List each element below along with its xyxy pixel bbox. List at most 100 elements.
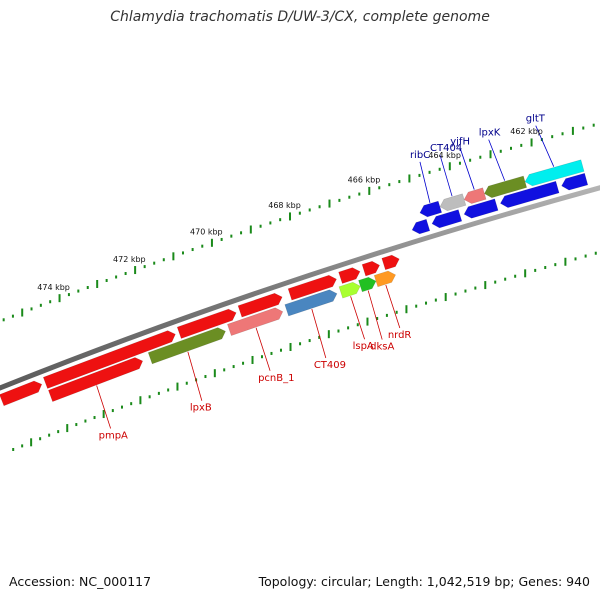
tick-mark-inner [167,388,170,392]
tick-mark-outer [308,208,311,212]
gene-label-lpxk: lpxK [479,128,501,139]
tick-mark-inner [376,316,379,320]
kbp-label: 472 kbp [113,255,146,264]
nrdr-gene[interactable] [373,270,397,288]
pmpa-gene[interactable] [48,357,144,402]
tick-mark-outer [143,265,146,269]
tick-mark-outer [58,294,61,303]
tick-mark-outer [458,161,461,165]
forward-gene[interactable] [499,180,560,208]
gene-label-pmpa: pmpA [99,430,128,441]
tick-mark-inner [594,251,597,255]
reverse-gene[interactable] [338,267,361,284]
gene-label-leader [419,161,431,203]
pcnb_1-gene[interactable] [227,307,284,336]
reverse-gene[interactable] [361,260,381,277]
tick-mark-inner [39,437,42,441]
kbp-label: 468 kbp [268,201,301,210]
tick-mark-inner [289,342,292,351]
tick-mark-outer [358,192,361,196]
tick-mark-outer [318,205,321,209]
tick-mark-inner [176,382,179,391]
tick-mark-inner [120,405,123,409]
tick-mark-inner [111,409,114,413]
lspa-gene[interactable] [338,281,361,299]
tick-mark-inner [30,438,33,447]
tick-mark-outer [240,231,243,235]
lpxb-gene[interactable] [147,327,226,365]
gene-label-ct404: CT404 [430,143,462,154]
kbp-label: 474 kbp [37,283,70,292]
tick-mark-inner [48,433,51,437]
tick-mark-inner [66,424,69,433]
gene-features [0,159,589,407]
reverse-gene[interactable] [42,330,176,389]
tick-mark-outer [298,211,301,215]
tick-mark-inner [251,355,254,364]
reverse-gene[interactable] [0,380,43,407]
lpxk-gene[interactable] [483,175,528,199]
tick-mark-outer [520,143,523,147]
gene-label-leader [535,125,555,167]
tick-mark-outer [551,135,554,139]
tick-mark-inner [337,329,340,333]
tick-mark-outer [230,234,233,238]
tick-mark-outer [162,258,165,262]
reverse-gene[interactable] [287,274,337,301]
tick-mark-outer [408,174,411,183]
tick-mark-outer [418,173,421,177]
tick-mark-inner [130,402,133,406]
dksa-gene[interactable] [358,276,377,293]
tick-mark-outer [448,162,451,171]
ct409-gene[interactable] [284,289,338,317]
forward-gene[interactable] [463,198,499,219]
tick-mark-inner [366,317,369,326]
tick-mark-outer [469,158,472,162]
tick-mark-outer [388,183,391,187]
ct404-gene[interactable] [439,193,467,212]
tick-mark-inner [494,280,497,284]
tick-mark-inner [157,391,160,395]
tick-mark-inner [242,361,245,365]
forward-gene[interactable] [561,172,589,191]
tick-mark-outer [134,266,137,275]
tick-mark-inner [270,351,273,355]
tick-mark-inner [584,254,587,258]
tick-mark-inner [308,339,311,343]
forward-gene[interactable] [431,209,463,229]
gene-label-lspa: lspA [353,341,374,352]
kbp-label: 464 kbp [428,151,461,160]
tick-marks [2,123,597,451]
tick-mark-inner [504,277,507,281]
reverse-gene[interactable] [176,308,237,339]
tick-mark-inner [21,444,24,448]
tick-mark-inner [299,342,302,346]
tick-mark-outer [21,308,24,317]
tick-mark-inner [524,269,527,278]
kbp-label: 470 kbp [190,227,223,236]
gltt-gene[interactable] [524,159,585,187]
tick-mark-inner [102,410,105,419]
reverse-gene[interactable] [381,254,400,271]
tick-mark-inner [260,355,263,359]
ribc-gene[interactable] [419,200,443,218]
yjfh-gene[interactable] [463,187,487,204]
tick-mark-outer [39,303,42,307]
reverse-gene[interactable] [237,292,283,318]
gene-label-leader [311,308,327,359]
gene-label-leader [439,155,453,197]
tick-mark-inner [514,274,517,278]
gene-label-leader [459,148,475,190]
tick-mark-outer [191,248,194,252]
tick-mark-inner [204,375,207,379]
tick-mark-inner [534,268,537,272]
tick-mark-outer [181,251,184,255]
tick-mark-inner [415,304,418,308]
kbp-label: 462 kbp [510,127,543,136]
tick-mark-outer [378,186,381,190]
forward-gene[interactable] [411,218,431,235]
tick-mark-inner [318,335,321,339]
